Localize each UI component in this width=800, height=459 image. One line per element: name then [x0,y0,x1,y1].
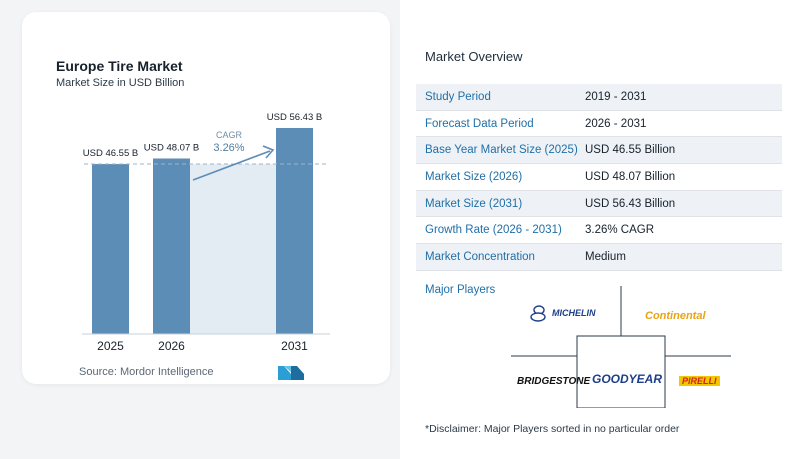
michelin-logo: MICHELIN [552,308,596,318]
cagr-arrow [192,150,271,181]
x-tick-label: 2026 [158,339,185,353]
overview-value: 2026 - 2031 [585,117,647,130]
overview-key: Market Concentration [425,250,535,263]
major-players-title: Major Players [425,284,496,296]
x-tick-label: 2025 [97,339,124,353]
overview-key: Base Year Market Size (2025) [425,144,578,157]
cagr-arrow-head [262,145,275,159]
overview-value: USD 46.55 Billion [585,144,676,157]
overview-row: Market Size (2031) USD 56.43 Billion [416,190,782,218]
pirelli-logo: PIRELLI [679,376,720,386]
overview-value: Medium [585,250,626,263]
chart-title: Europe Tire Market [56,58,183,74]
overview-value: USD 48.07 Billion [585,170,676,183]
continental-logo: Continental [645,310,706,322]
overview-row: Study Period 2019 - 2031 [416,84,782,111]
bridgestone-logo: BRIDGESTONE [517,376,591,387]
chart-subtitle: Market Size in USD Billion [56,77,185,89]
bar-chart: USD 46.55 B 2025 USD 48.07 B 2026 USD 56.43 … [82,112,330,353]
overview-key: Growth Rate (2026 - 2031) [425,224,562,237]
bar-value-label: USD 56.43 B [267,112,322,123]
growth-region [190,164,276,334]
overview-row: Base Year Market Size (2025) USD 46.55 Bi… [416,137,782,165]
bar [153,158,190,334]
bar [92,164,129,334]
x-tick-label: 2031 [281,339,308,353]
bar [276,127,313,334]
overview-title: Market Overview [425,49,523,64]
goodyear-logo: GOODYEAR [592,372,663,386]
michelin-logo-icon [530,305,546,322]
source-note: Source: Mordor Intelligence [79,366,214,378]
overview-row: Growth Rate (2026 - 2031) 3.26% CAGR [416,217,782,245]
bar-value-label: USD 48.07 B [144,143,199,154]
cagr-label: CAGR [216,130,243,140]
mordor-logo-icon [278,366,304,380]
cagr-value: 3.26% [213,142,244,154]
overview-row: Market Size (2026) USD 48.07 Billion [416,164,782,191]
overview-key: Study Period [425,90,491,103]
overview-key: Market Size (2026) [425,170,523,183]
players-grid [511,286,731,408]
bar-value-label: USD 46.55 B [83,148,138,159]
overview-value: 2019 - 2031 [585,90,647,103]
overview-key: Market Size (2031) [425,197,523,210]
overview-key: Forecast Data Period [425,117,534,130]
overview-value: 3.26% CAGR [585,224,655,237]
overview-value: USD 56.43 Billion [585,197,676,210]
disclaimer: *Disclaimer: Major Players sorted in no … [425,423,680,435]
overview-table: Study Period 2019 - 2031 Forecast Data Pe… [416,84,782,271]
overview-row: Market Concentration Medium [416,244,782,271]
overview-row: Forecast Data Period 2026 - 2031 [416,111,782,138]
